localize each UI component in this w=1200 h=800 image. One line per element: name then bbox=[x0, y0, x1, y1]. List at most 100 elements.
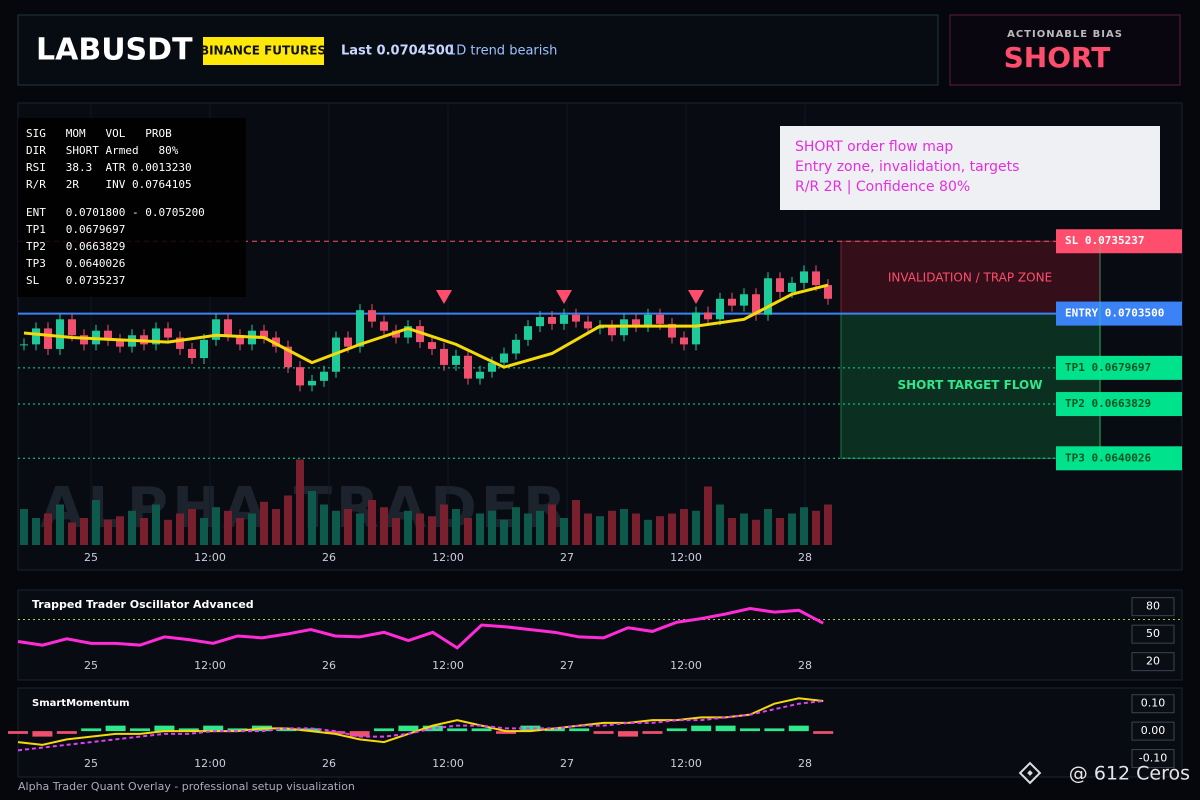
volume-bar bbox=[248, 513, 256, 545]
y-tick-label: 20 bbox=[1146, 655, 1160, 668]
volume-bar bbox=[476, 513, 484, 545]
stats-level: ENT 0.0701800 - 0.0705200 bbox=[26, 206, 205, 219]
time-label: 28 bbox=[798, 551, 812, 564]
momentum-bar bbox=[203, 725, 224, 732]
candle bbox=[200, 339, 208, 359]
y-tick-box bbox=[1131, 652, 1175, 672]
y-tick-label: 0.00 bbox=[1141, 724, 1166, 737]
volume-bar bbox=[776, 518, 784, 545]
candle bbox=[512, 339, 520, 354]
stats-level: TP1 0.0679697 bbox=[26, 223, 125, 236]
volume-bar bbox=[608, 510, 616, 545]
momentum-bar bbox=[300, 728, 321, 732]
candle bbox=[452, 355, 460, 365]
volume-bar bbox=[116, 516, 124, 545]
y-tick-box bbox=[1131, 694, 1175, 714]
time-label: 12:00 bbox=[670, 757, 702, 770]
momentum-bar bbox=[105, 725, 126, 732]
momentum-bar bbox=[593, 731, 614, 734]
volume-bar bbox=[584, 513, 592, 545]
momentum-bar bbox=[764, 728, 785, 732]
candle bbox=[572, 314, 580, 322]
momentum-bar bbox=[374, 728, 394, 732]
y-tick-label: 50 bbox=[1146, 627, 1160, 640]
level-tag bbox=[1056, 229, 1182, 254]
stats-row: DIR SHORT Armed 80% bbox=[26, 144, 179, 157]
volume-bar bbox=[500, 519, 508, 545]
candle bbox=[428, 342, 436, 349]
ema-line bbox=[23, 283, 829, 369]
candle bbox=[560, 314, 568, 324]
candle bbox=[308, 380, 316, 386]
volume-bar bbox=[260, 501, 268, 545]
momentum-bar bbox=[325, 731, 346, 734]
credit-icon bbox=[1018, 761, 1042, 785]
candle bbox=[656, 314, 664, 324]
momentum-bar bbox=[569, 728, 590, 732]
panel-title: Trapped Trader Oscillator Advanced bbox=[32, 598, 254, 611]
candle bbox=[536, 317, 544, 327]
symbol: LABUSDT bbox=[36, 33, 193, 68]
level-name: ENTRY bbox=[1065, 307, 1098, 320]
momentum-bar bbox=[8, 731, 28, 734]
volume-bar bbox=[164, 519, 172, 545]
candle bbox=[728, 298, 736, 306]
candle bbox=[752, 294, 760, 315]
candle bbox=[116, 339, 124, 347]
candle bbox=[692, 312, 700, 345]
stats-level: TP2 0.0663829 bbox=[26, 240, 125, 253]
time-label: 12:00 bbox=[194, 757, 226, 770]
candle bbox=[416, 326, 424, 343]
time-label: 12:00 bbox=[432, 659, 464, 672]
candle bbox=[788, 282, 796, 292]
level-name: TP3 bbox=[1065, 451, 1085, 464]
level-name: SL bbox=[1065, 234, 1079, 247]
panel-title: SmartMomentum bbox=[32, 698, 130, 709]
candle bbox=[524, 326, 532, 340]
volume-bar bbox=[176, 513, 184, 545]
candle bbox=[236, 335, 244, 345]
volume-bar bbox=[752, 519, 760, 545]
volume-bar bbox=[32, 518, 40, 545]
volume-bar bbox=[44, 513, 52, 545]
candle bbox=[584, 321, 592, 329]
momentum-bar bbox=[32, 731, 53, 737]
level-tag bbox=[1056, 392, 1182, 417]
osc-line bbox=[17, 606, 824, 650]
momentum-bar bbox=[544, 728, 565, 732]
short-signal bbox=[436, 290, 452, 304]
volume-bar bbox=[404, 510, 412, 545]
momentum-bar bbox=[81, 728, 102, 732]
volume-bar bbox=[104, 519, 112, 545]
volume-bar bbox=[596, 516, 604, 545]
annotation-line: R/R 2R | Confidence 80% bbox=[795, 179, 970, 195]
candle bbox=[392, 330, 400, 338]
candle bbox=[68, 319, 76, 336]
level-text: TP1 0.0679697 bbox=[1065, 361, 1151, 374]
level-value: 0.0735237 bbox=[1085, 234, 1145, 247]
time-label: 26 bbox=[322, 659, 336, 672]
volume-bar bbox=[20, 509, 28, 545]
time-label: 12:00 bbox=[432, 757, 464, 770]
momentum-bar bbox=[447, 728, 468, 732]
volume-bar bbox=[740, 513, 748, 545]
time-label: 27 bbox=[560, 551, 574, 564]
momentum-bar bbox=[349, 731, 370, 737]
candle bbox=[680, 337, 688, 345]
candle bbox=[260, 330, 268, 338]
volume-bar bbox=[632, 513, 640, 545]
volume-bar bbox=[140, 518, 148, 545]
level-value: 0.0640026 bbox=[1092, 451, 1152, 464]
momentum-bar bbox=[398, 725, 419, 732]
level-value: 0.0703500 bbox=[1105, 307, 1165, 320]
candle bbox=[548, 317, 556, 324]
candle bbox=[224, 319, 232, 336]
annotation-box bbox=[780, 126, 1160, 210]
candle bbox=[464, 355, 472, 379]
volume-bar bbox=[416, 513, 424, 545]
osc-panel bbox=[17, 589, 1183, 681]
volume-bar bbox=[620, 509, 628, 545]
time-label: 12:00 bbox=[194, 551, 226, 564]
candle bbox=[188, 348, 196, 359]
candle bbox=[296, 367, 304, 386]
